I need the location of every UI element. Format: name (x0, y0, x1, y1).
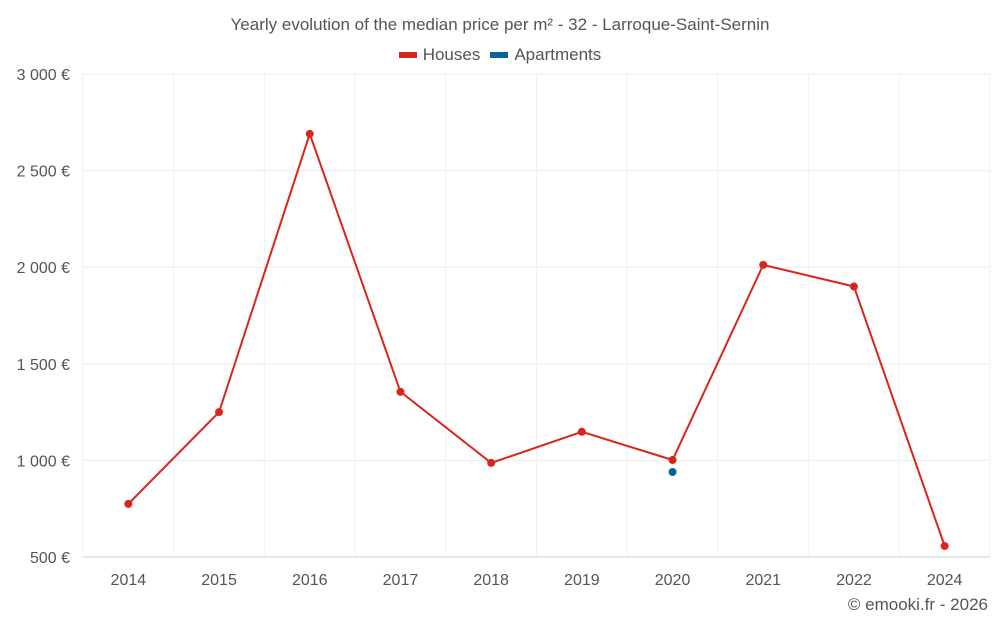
data-point-apartments (668, 467, 677, 476)
legend-item-houses[interactable]: Houses (398, 45, 481, 65)
chart-title: Yearly evolution of the median price per… (230, 15, 770, 34)
data-point-houses (577, 427, 586, 436)
y-tick-label: 1 500 € (17, 357, 70, 374)
legend-label-apartments: Apartments (514, 45, 602, 64)
data-point-houses (215, 408, 224, 417)
legend-swatch-apartments (490, 52, 509, 58)
x-tick-label: 2019 (564, 572, 600, 589)
data-point-houses (124, 499, 133, 508)
x-tick-label: 2017 (383, 572, 419, 589)
y-tick-label: 500 € (30, 550, 70, 567)
y-tick-label: 3 000 € (17, 67, 70, 84)
credit-text: © emooki.fr - 2026 (847, 595, 988, 614)
x-tick-label: 2018 (473, 572, 509, 589)
x-tick-label: 2014 (111, 572, 147, 589)
x-tick-label: 2021 (745, 572, 781, 589)
data-point-houses (487, 458, 496, 467)
y-tick-label: 1 000 € (17, 453, 70, 470)
x-tick-label: 2015 (201, 572, 237, 589)
x-tick-label: 2016 (292, 572, 328, 589)
legend: Houses Apartments (0, 45, 1000, 65)
series-line-houses (127, 130, 946, 547)
data-point-houses (668, 456, 677, 465)
legend-label-houses: Houses (422, 45, 481, 64)
x-tick-label: 2022 (836, 572, 872, 589)
y-tick-label: 2 500 € (17, 164, 70, 181)
y-tick-label: 2 000 € (17, 260, 70, 277)
data-point-houses (305, 129, 314, 138)
data-point-houses (759, 260, 768, 269)
data-point-houses (849, 282, 858, 291)
legend-item-apartments[interactable]: Apartments (490, 45, 601, 65)
data-point-houses (940, 541, 949, 550)
x-tick-label: 2020 (655, 572, 691, 589)
x-tick-label: 2024 (927, 572, 963, 589)
data-point-houses (396, 387, 405, 396)
legend-swatch-houses (398, 52, 417, 58)
